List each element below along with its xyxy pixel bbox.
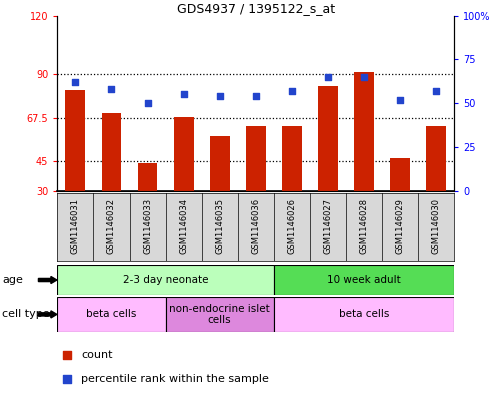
Text: percentile rank within the sample: percentile rank within the sample — [81, 374, 269, 384]
Point — [71, 79, 79, 85]
Text: GSM1146034: GSM1146034 — [179, 198, 188, 254]
Point — [324, 74, 332, 80]
Text: GSM1146035: GSM1146035 — [215, 198, 224, 254]
Text: GSM1146027: GSM1146027 — [323, 198, 332, 254]
Point — [432, 88, 440, 94]
Bar — [57, 265, 274, 295]
Bar — [390, 158, 410, 191]
Bar — [210, 136, 230, 191]
Text: beta cells: beta cells — [339, 309, 389, 320]
Text: GSM1146032: GSM1146032 — [107, 198, 116, 254]
Point — [251, 93, 259, 99]
Bar — [65, 90, 85, 191]
Bar — [174, 117, 194, 191]
Bar — [274, 297, 454, 332]
Bar — [246, 127, 265, 191]
Text: 10 week adult: 10 week adult — [327, 275, 401, 285]
Text: GSM1146033: GSM1146033 — [143, 198, 152, 254]
Text: GSM1146028: GSM1146028 — [359, 198, 368, 254]
Point — [216, 93, 224, 99]
Point — [180, 91, 188, 97]
Bar — [102, 113, 121, 191]
Point — [63, 352, 71, 358]
Text: GSM1146026: GSM1146026 — [287, 198, 296, 254]
Point — [288, 88, 296, 94]
Text: non-endocrine islet
cells: non-endocrine islet cells — [169, 304, 270, 325]
Point — [360, 74, 368, 80]
Point — [396, 97, 404, 103]
Bar — [138, 163, 158, 191]
Bar — [166, 297, 274, 332]
Text: age: age — [2, 275, 23, 285]
Text: cell type: cell type — [2, 309, 50, 320]
Bar — [354, 72, 374, 191]
Bar — [282, 127, 302, 191]
Text: GSM1146036: GSM1146036 — [251, 198, 260, 254]
Point — [63, 376, 71, 382]
Bar — [57, 297, 166, 332]
Text: GSM1146029: GSM1146029 — [396, 198, 405, 254]
Text: GSM1146031: GSM1146031 — [71, 198, 80, 254]
Point — [144, 100, 152, 106]
Text: GSM1146030: GSM1146030 — [432, 198, 441, 254]
Point — [107, 86, 115, 92]
Bar — [274, 265, 454, 295]
Text: 2-3 day neonate: 2-3 day neonate — [123, 275, 208, 285]
Text: beta cells: beta cells — [86, 309, 137, 320]
Text: count: count — [81, 350, 113, 360]
Bar — [426, 127, 446, 191]
Title: GDS4937 / 1395122_s_at: GDS4937 / 1395122_s_at — [177, 2, 335, 15]
Bar — [318, 86, 338, 191]
